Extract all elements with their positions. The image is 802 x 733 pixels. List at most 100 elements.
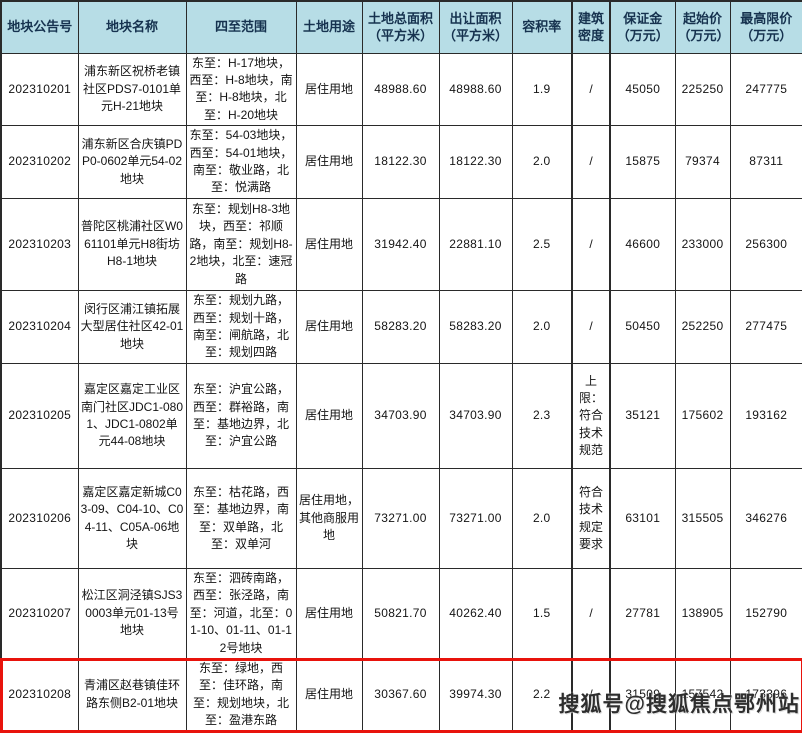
cell-plot-ratio: 2.0 xyxy=(511,125,573,200)
table-row: 202310201 浦东新区祝桥老镇社区PDS7-0101单元H-21地块 东至… xyxy=(0,52,802,127)
cell-max-price: 256300 xyxy=(729,198,802,292)
cell-max-price: 193162 xyxy=(729,363,802,470)
cell-announcement-id: 202310206 xyxy=(0,468,79,570)
cell-transfer-area: 18122.30 xyxy=(438,125,513,200)
cell-boundary: 东至：绿地，西至：佳环路，南至：规划地块，北至：盈港东路 xyxy=(185,658,297,733)
cell-start-price: 138905 xyxy=(674,568,731,660)
cell-start-price: 175602 xyxy=(674,363,731,470)
cell-max-price: 152790 xyxy=(729,568,802,660)
cell-total-area: 30367.60 xyxy=(361,658,440,733)
col-deposit: 保证金 （万元） xyxy=(609,0,676,54)
table-row: 202310206 嘉定区嘉定新城C03-09、C04-10、C04-11、C0… xyxy=(0,468,802,570)
cell-parcel-name: 浦东新区祝桥老镇社区PDS7-0101单元H-21地块 xyxy=(77,52,187,127)
cell-transfer-area: 34703.90 xyxy=(438,363,513,470)
cell-start-price: 252250 xyxy=(674,290,731,365)
table-row: 202310207 松江区洞泾镇SJS30003单元01-13号地块 东至：泗砖… xyxy=(0,568,802,660)
cell-announcement-id: 202310207 xyxy=(0,568,79,660)
cell-plot-ratio: 1.5 xyxy=(511,568,573,660)
col-parcel-name: 地块名称 xyxy=(77,0,187,54)
cell-building-density: / xyxy=(571,290,611,365)
cell-transfer-area: 48988.60 xyxy=(438,52,513,127)
col-transfer-area: 出让面积 （平方米） xyxy=(438,0,513,54)
cell-building-density: / xyxy=(571,568,611,660)
cell-total-area: 50821.70 xyxy=(361,568,440,660)
cell-total-area: 18122.30 xyxy=(361,125,440,200)
cell-parcel-name: 青浦区赵巷镇佳环路东侧B2-01地块 xyxy=(77,658,187,733)
cell-parcel-name: 松江区洞泾镇SJS30003单元01-13号地块 xyxy=(77,568,187,660)
cell-land-use: 居住用地 xyxy=(295,658,363,733)
cell-deposit: 45050 xyxy=(609,52,676,127)
cell-total-area: 31942.40 xyxy=(361,198,440,292)
cell-land-use: 居住用地 xyxy=(295,198,363,292)
table-row: 202310202 浦东新区合庆镇PDP0-0602单元54-02地块 东至：5… xyxy=(0,125,802,200)
col-max-price: 最高限价 （万元） xyxy=(729,0,802,54)
cell-announcement-id: 202310202 xyxy=(0,125,79,200)
cell-land-use: 居住用地 xyxy=(295,363,363,470)
cell-announcement-id: 202310205 xyxy=(0,363,79,470)
cell-boundary: 东至：规划H8-3地块，西至：祁顺路，南至：规划H8-2地块，北至：速冠路 xyxy=(185,198,297,292)
table-row: 202310204 闵行区浦江镇拓展大型居住社区42-01地块 东至：规划九路，… xyxy=(0,290,802,365)
cell-plot-ratio: 2.5 xyxy=(511,198,573,292)
cell-total-area: 58283.20 xyxy=(361,290,440,365)
cell-plot-ratio: 2.2 xyxy=(511,658,573,733)
cell-land-use: 居住用地 xyxy=(295,568,363,660)
cell-deposit: 46600 xyxy=(609,198,676,292)
cell-max-price: 247775 xyxy=(729,52,802,127)
cell-total-area: 48988.60 xyxy=(361,52,440,127)
cell-boundary: 东至：规划九路，西至：规划十路，南至：闸航路，北至：规划四路 xyxy=(185,290,297,365)
cell-announcement-id: 202310208 xyxy=(0,658,79,733)
cell-boundary: 东至：H-17地块，西至：H-8地块，南至：H-8地块，北至：H-20地块 xyxy=(185,52,297,127)
cell-announcement-id: 202310204 xyxy=(0,290,79,365)
cell-building-density: / xyxy=(571,658,611,733)
cell-land-use: 居住用地 xyxy=(295,52,363,127)
col-start-price: 起始价 （万元） xyxy=(674,0,731,54)
cell-parcel-name: 嘉定区嘉定工业区南门社区JDC1-0801、JDC1-0802单元44-08地块 xyxy=(77,363,187,470)
cell-deposit: 31509 xyxy=(609,658,676,733)
cell-plot-ratio: 2.0 xyxy=(511,290,573,365)
col-announcement-id: 地块公告号 xyxy=(0,0,79,54)
cell-land-use: 居住用地 xyxy=(295,290,363,365)
cell-building-density: / xyxy=(571,198,611,292)
cell-land-use: 居住用地，其他商服用地 xyxy=(295,468,363,570)
cell-start-price: 79374 xyxy=(674,125,731,200)
highlighted-row: 202310208 青浦区赵巷镇佳环路东侧B2-01地块 东至：绿地，西至：佳环… xyxy=(0,657,802,733)
cell-land-use: 居住用地 xyxy=(295,125,363,200)
cell-building-density: 上限：符合技术规范 xyxy=(571,363,611,470)
cell-building-density: / xyxy=(571,52,611,127)
cell-parcel-name: 浦东新区合庆镇PDP0-0602单元54-02地块 xyxy=(77,125,187,200)
cell-plot-ratio: 2.3 xyxy=(511,363,573,470)
cell-parcel-name: 闵行区浦江镇拓展大型居住社区42-01地块 xyxy=(77,290,187,365)
col-building-density: 建筑密度 xyxy=(571,0,611,54)
cell-max-price: 346276 xyxy=(729,468,802,570)
header-row: 地块公告号 地块名称 四至范围 土地用途 土地总面积 （平方米） 出让面积 （平… xyxy=(0,0,802,54)
cell-deposit: 27781 xyxy=(609,568,676,660)
cell-transfer-area: 40262.40 xyxy=(438,568,513,660)
cell-boundary: 东至：54-03地块，西至：54-01地块，南至：敬业路，北至：悦满路 xyxy=(185,125,297,200)
cell-building-density: / xyxy=(571,125,611,200)
cell-deposit: 63101 xyxy=(609,468,676,570)
cell-announcement-id: 202310203 xyxy=(0,198,79,292)
cell-building-density: 符合技术规定要求 xyxy=(571,468,611,570)
cell-max-price: 173396 xyxy=(729,658,802,733)
table-row: 202310205 嘉定区嘉定工业区南门社区JDC1-0801、JDC1-080… xyxy=(0,363,802,470)
cell-deposit: 50450 xyxy=(609,290,676,365)
cell-total-area: 34703.90 xyxy=(361,363,440,470)
col-land-use: 土地用途 xyxy=(295,0,363,54)
cell-transfer-area: 73271.00 xyxy=(438,468,513,570)
cell-start-price: 225250 xyxy=(674,52,731,127)
cell-transfer-area: 22881.10 xyxy=(438,198,513,292)
table-row: 202310203 普陀区桃浦社区W061101单元H8街坊H8-1地块 东至：… xyxy=(0,198,802,292)
cell-plot-ratio: 2.0 xyxy=(511,468,573,570)
col-boundary: 四至范围 xyxy=(185,0,297,54)
cell-transfer-area: 39974.30 xyxy=(438,658,513,733)
cell-deposit: 35121 xyxy=(609,363,676,470)
cell-boundary: 东至：泗砖南路，西至：张泾路，南至：河道，北至：01-10、01-11、01-1… xyxy=(185,568,297,660)
cell-parcel-name: 嘉定区嘉定新城C03-09、C04-10、C04-11、C05A-06地块 xyxy=(77,468,187,570)
cell-deposit: 15875 xyxy=(609,125,676,200)
col-plot-ratio: 容积率 xyxy=(511,0,573,54)
cell-boundary: 东至：枯花路，西至：基地边界，南至：双单路，北至：双单河 xyxy=(185,468,297,570)
cell-announcement-id: 202310201 xyxy=(0,52,79,127)
cell-max-price: 87311 xyxy=(729,125,802,200)
